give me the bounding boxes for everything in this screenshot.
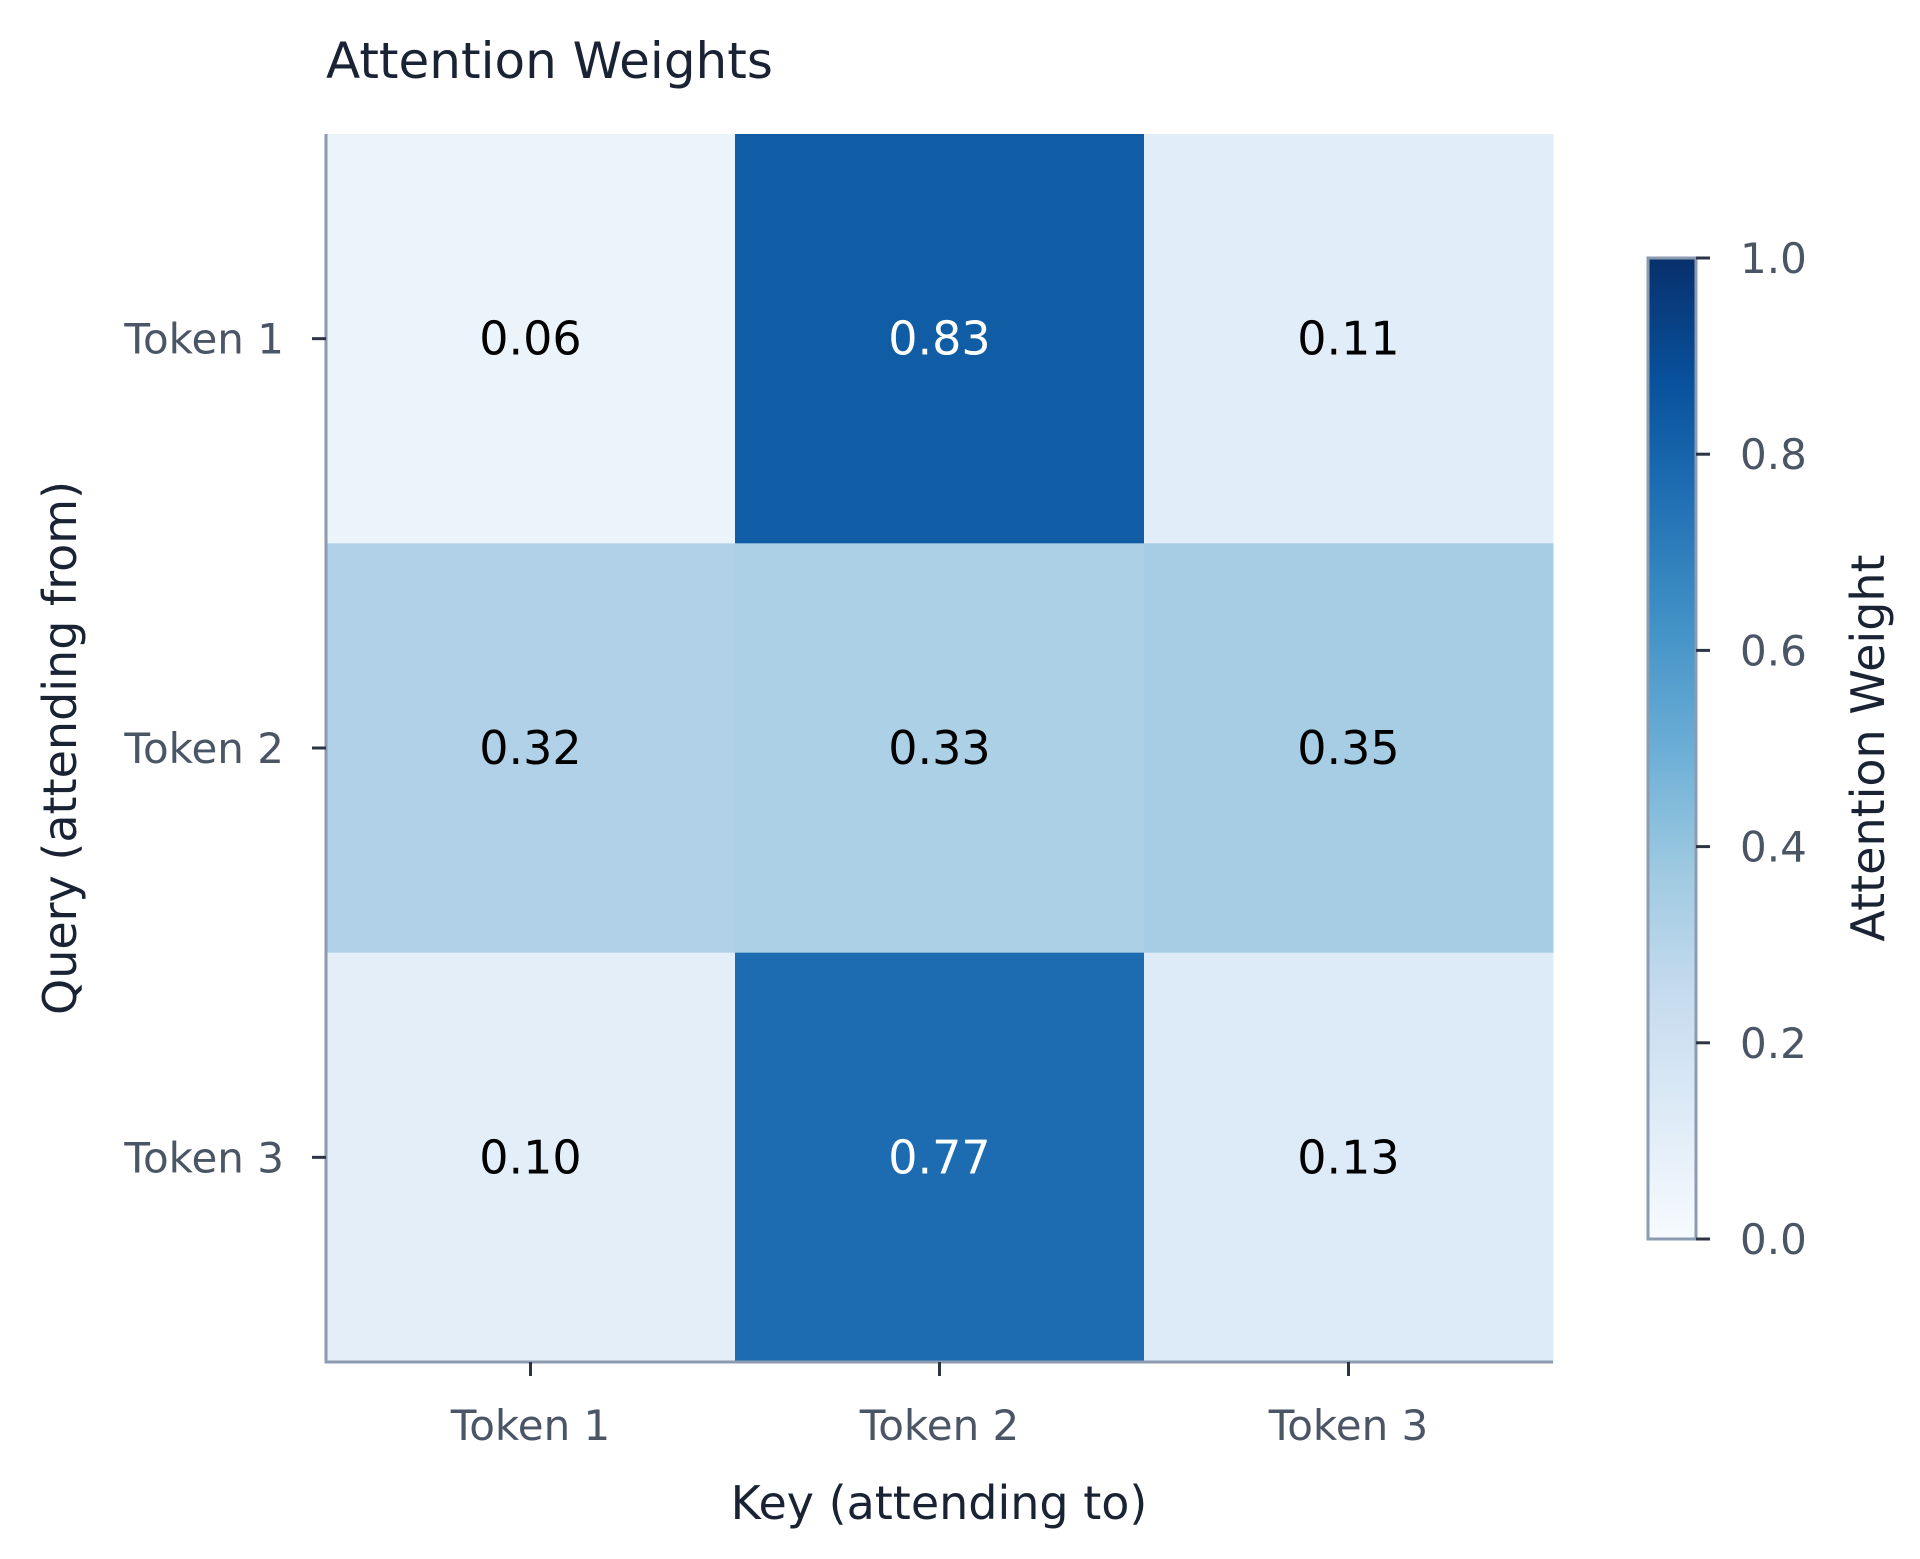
x-axis-ticks: Token 1 Token 2 Token 3 — [450, 1362, 1429, 1450]
heatmap-value-label-r1-c2: 0.83 — [888, 312, 990, 366]
x-tick-label-1: Token 1 — [450, 1401, 611, 1450]
heatmap-cell-r1-c1 — [326, 134, 736, 544]
colorbar-tick-label-6: 1.0 — [1740, 234, 1807, 283]
heatmap-cell-r1-c2 — [735, 134, 1145, 544]
heatmap-cell-r2-c1 — [326, 543, 736, 954]
heatmap-value-label-r2-c1: 0.32 — [479, 721, 581, 775]
colorbar-tick-label-1: 0.0 — [1740, 1215, 1807, 1264]
colorbar-tick-label-3: 0.4 — [1740, 823, 1807, 872]
heatmap-cell-labels: 0.06 0.83 0.11 0.32 0.33 0.35 0.10 0.77 0.13 — [479, 312, 1399, 1185]
y-axis-ticks: Token 1 Token 2 Token 3 — [123, 315, 326, 1182]
heatmap-cell-r1-c3 — [1144, 134, 1554, 544]
x-axis-label: Key (attending to) — [731, 1476, 1148, 1530]
heatmap-cell-r2-c3 — [1144, 543, 1554, 954]
colorbar-label: Attention Weight — [1841, 554, 1895, 941]
chart-title: Attention Weights — [326, 32, 773, 90]
heatmap-cells — [326, 134, 1554, 1363]
heatmap-value-label-r1-c1: 0.06 — [479, 312, 581, 366]
colorbar-tick-label-4: 0.6 — [1740, 626, 1807, 675]
y-tick-label-2: Token 2 — [123, 724, 284, 773]
heatmap-value-label-r2-c3: 0.35 — [1297, 721, 1399, 775]
y-tick-label-3: Token 3 — [123, 1133, 284, 1182]
colorbar-ticks: 0.0 0.2 0.4 0.6 0.8 1.0 — [1696, 234, 1807, 1264]
heatmap-cell-r2-c2 — [735, 543, 1145, 954]
x-tick-label-3: Token 3 — [1268, 1401, 1429, 1450]
colorbar-tick-label-2: 0.2 — [1740, 1019, 1807, 1068]
heatmap-value-label-r1-c3: 0.11 — [1297, 312, 1399, 366]
heatmap-cell-r3-c3 — [1144, 952, 1554, 1363]
heatmap-value-label-r3-c3: 0.13 — [1297, 1130, 1399, 1184]
colorbar — [1646, 256, 1698, 1241]
x-tick-label-2: Token 2 — [859, 1401, 1020, 1450]
colorbar-tick-label-5: 0.8 — [1740, 430, 1807, 479]
heatmap-value-label-r3-c2: 0.77 — [888, 1130, 990, 1184]
y-tick-label-1: Token 1 — [123, 315, 284, 364]
heatmap-value-label-r2-c2: 0.33 — [888, 721, 990, 775]
heatmap-axes — [324, 134, 1553, 1364]
heatmap-cell-r3-c1 — [326, 952, 736, 1363]
heatmap-value-label-r3-c1: 0.10 — [479, 1130, 581, 1184]
heatmap-cell-r3-c2 — [735, 952, 1145, 1363]
y-axis-label: Query (attending from) — [33, 481, 87, 1015]
